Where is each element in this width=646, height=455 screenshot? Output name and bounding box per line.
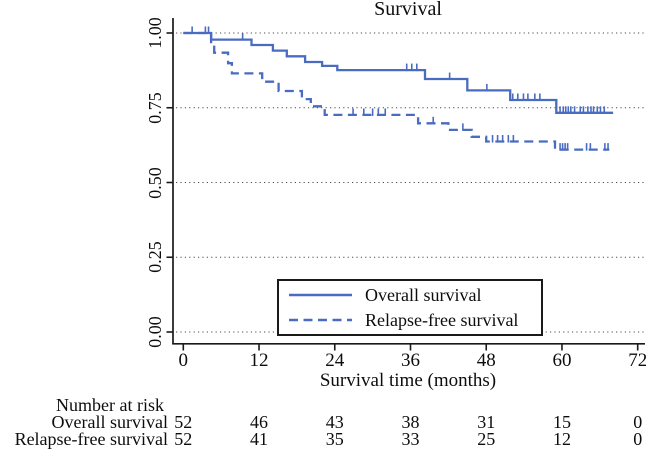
x-axis-title: Survival time (months) [319,370,497,391]
x-tick-label-0: 0 [178,350,189,371]
relapse-free-survival-curve [183,31,610,151]
x-tick-label-72: 72 [628,350,646,371]
chart-title: Survival [374,0,442,20]
risk-row-label-relapse-free: Relapse-free survival [14,429,168,449]
y-tick-label-0.50: 0.50 [144,166,165,199]
risk-value: 52 [174,429,193,449]
y-tick-label-0.75: 0.75 [144,92,165,124]
x-tick-label-60: 60 [552,350,572,371]
legend-box: Overall survival Relapse-free survival [277,279,543,336]
legend-label-overall: Overall survival [365,284,482,305]
x-tick-label-24: 24 [325,350,345,371]
risk-value: 35 [325,429,344,449]
overall-survival-curve [183,31,614,114]
risk-value: 33 [401,429,420,449]
risk-value: 15 [552,412,571,432]
risk-value: 46 [250,412,269,432]
legend-item-overall: Overall survival [289,283,541,308]
risk-value: 0 [633,412,643,432]
y-tick-label-0.00: 0.00 [144,316,165,348]
risk-value: 41 [250,429,269,449]
risk-row-label-overall: Overall survival [51,412,168,432]
legend-solid-line-icon [289,293,352,297]
x-tick-label-12: 12 [249,350,269,371]
legend-item-relapse-free: Relapse-free survival [289,308,541,333]
risk-value: 38 [401,412,420,432]
x-tick-label-36: 36 [400,350,420,371]
legend-dashed-line-icon [289,318,352,322]
risk-table-title: Number at risk [56,395,164,415]
risk-value: 25 [477,429,496,449]
risk-value: 0 [633,429,643,449]
risk-value: 12 [552,429,571,449]
risk-value: 52 [174,412,193,432]
legend-label-relapse-free: Relapse-free survival [365,309,519,330]
risk-value: 43 [325,412,344,432]
y-tick-label-1.00: 1.00 [144,17,165,49]
risk-value: 31 [477,412,496,432]
x-tick-label-48: 48 [476,350,496,371]
y-tick-label-0.25: 0.25 [144,241,165,274]
